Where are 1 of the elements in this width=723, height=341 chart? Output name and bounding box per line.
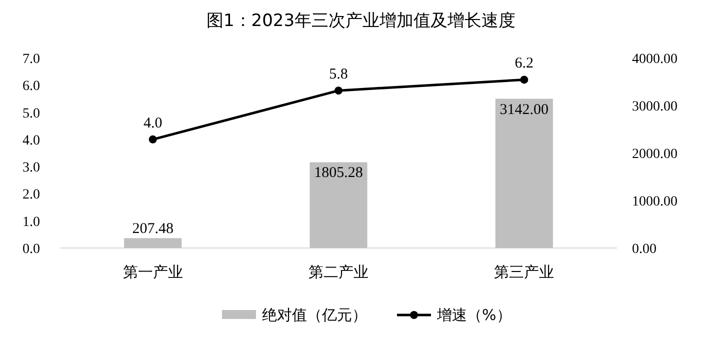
title: 图1：2023年三次产业增加值及增长速度	[206, 11, 516, 31]
